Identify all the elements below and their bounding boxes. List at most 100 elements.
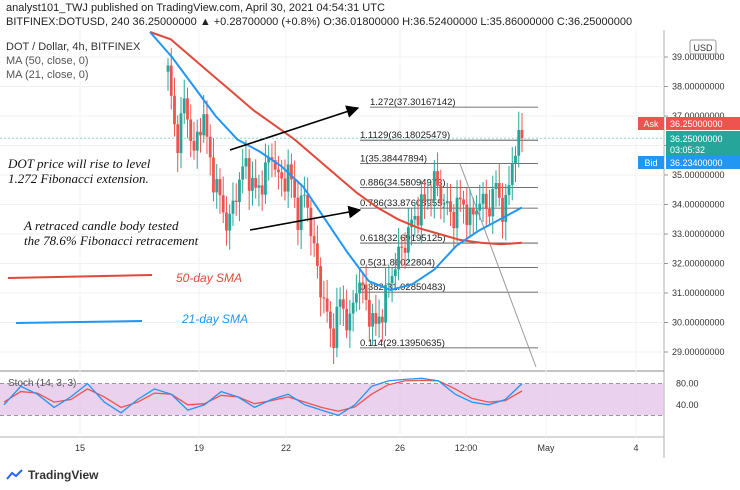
candle-body	[475, 210, 478, 215]
candle-body	[338, 299, 342, 307]
y-tick-label: 32.00000000	[672, 259, 725, 269]
fib-trend-line	[459, 163, 537, 368]
time-axis: 15 19 22 26 12:00 May 4	[75, 443, 639, 453]
candle-body	[215, 179, 219, 193]
bid-tag	[638, 156, 664, 169]
candle-body	[458, 197, 462, 200]
candle-body	[488, 208, 491, 217]
candle-body	[335, 306, 339, 348]
y-tick-label: 30.00000000	[672, 318, 725, 328]
y-tick-label: 29.00000000	[672, 347, 725, 357]
candle-body	[452, 211, 456, 229]
fib-label: 1(35.38447894)	[360, 154, 427, 165]
candle-body	[186, 98, 189, 120]
candle-body	[390, 275, 394, 284]
candle-body	[315, 243, 319, 267]
candle-body	[322, 297, 326, 299]
candle-body	[192, 140, 196, 151]
fib-label: 1.1129(36.18025479)	[360, 130, 450, 141]
drawings	[0, 105, 664, 324]
moving-averages	[149, 31, 523, 292]
y-tick-label: 37.00000000	[672, 111, 725, 121]
candle-body	[445, 201, 449, 204]
price-axis: 29.00000000 30.00000000 31.00000000 32.0000…	[664, 52, 725, 410]
rise-arrow	[229, 105, 360, 151]
candle-body	[228, 213, 232, 231]
ask-price-tag	[666, 117, 740, 130]
candle-body	[380, 316, 384, 323]
candle-body	[166, 65, 170, 72]
candle-body	[455, 197, 459, 229]
candle-body	[296, 197, 300, 230]
sma21-legend-line	[15, 320, 143, 324]
y-tick-label: 34.00000000	[672, 200, 725, 210]
candle-body	[202, 114, 206, 136]
last-price-tag	[666, 131, 740, 157]
candle-body	[514, 155, 517, 164]
candle-body	[501, 197, 504, 222]
annotation-retrace-line2: the 78.6% Fibonacci retracement	[24, 233, 199, 248]
fib-label: 0.618(32.69195125)	[360, 233, 446, 244]
x-tick-label: 26	[395, 443, 405, 453]
candle-body	[332, 328, 336, 348]
candle-body	[348, 313, 352, 331]
candle-body	[387, 283, 391, 286]
fib-label: 0.886(34.58094973)	[360, 177, 446, 188]
stoch-band	[0, 383, 664, 416]
candle-body	[244, 158, 248, 167]
candle-body	[189, 119, 193, 141]
bid-price-tag	[666, 156, 740, 169]
candle-body	[478, 203, 482, 211]
candle-body	[429, 199, 433, 201]
ask-label: Ask	[643, 119, 659, 129]
retrace-arrow	[249, 205, 362, 231]
candle-body	[280, 172, 284, 179]
candle-body	[403, 247, 407, 253]
candle-body	[410, 219, 413, 228]
fib-label: 0.786(33.87608955)	[360, 198, 446, 209]
candle-body	[267, 157, 271, 163]
candle-body	[510, 163, 514, 185]
candle-body	[325, 298, 329, 312]
candle-body	[351, 302, 355, 314]
stoch-tick-label: 40.00	[676, 400, 699, 410]
candle-body	[520, 129, 524, 139]
candle-body	[176, 124, 180, 154]
candle-body	[221, 195, 225, 213]
y-tick-label: 35.00000000	[672, 170, 725, 180]
candle-body	[507, 184, 511, 195]
candle-body	[199, 131, 202, 136]
ask-price: 36.25000000	[670, 119, 723, 129]
stoch-k-line	[3, 377, 523, 417]
y-tick-label: 31.00000000	[672, 288, 725, 298]
legend-ma50: MA (50, close, 0)	[6, 55, 89, 67]
candle-body	[231, 200, 235, 214]
candle-body	[264, 162, 267, 195]
tradingview-icon	[6, 469, 23, 480]
stoch-tick-label: 80.00	[676, 379, 699, 389]
candle-body	[423, 194, 426, 202]
x-tick-label: 15	[75, 443, 85, 453]
candle-body	[361, 282, 365, 285]
candle-body	[169, 65, 173, 96]
candle-body	[400, 246, 404, 248]
candle-body	[397, 246, 400, 270]
bid-price: 36.23400000	[670, 158, 723, 168]
annotation-retrace-line1: A retraced candle body tested	[23, 218, 179, 233]
candle-body	[442, 203, 446, 205]
candle-body	[212, 157, 215, 193]
currency-badge[interactable]	[689, 39, 717, 55]
candle-body	[319, 266, 323, 298]
candle-body	[341, 299, 345, 309]
candle-body	[208, 136, 212, 158]
countdown: 03:05:32	[670, 145, 705, 155]
candle-body	[273, 160, 277, 170]
x-tick-label: 19	[194, 443, 204, 453]
y-tick-label: 33.00000000	[672, 229, 725, 239]
candle-body	[367, 299, 371, 327]
legend-title: DOT / Dollar, 4h, BITFINEX	[6, 41, 141, 53]
candle-body	[419, 194, 423, 226]
x-tick-label: 12:00	[455, 443, 478, 453]
candle-body	[251, 177, 254, 191]
